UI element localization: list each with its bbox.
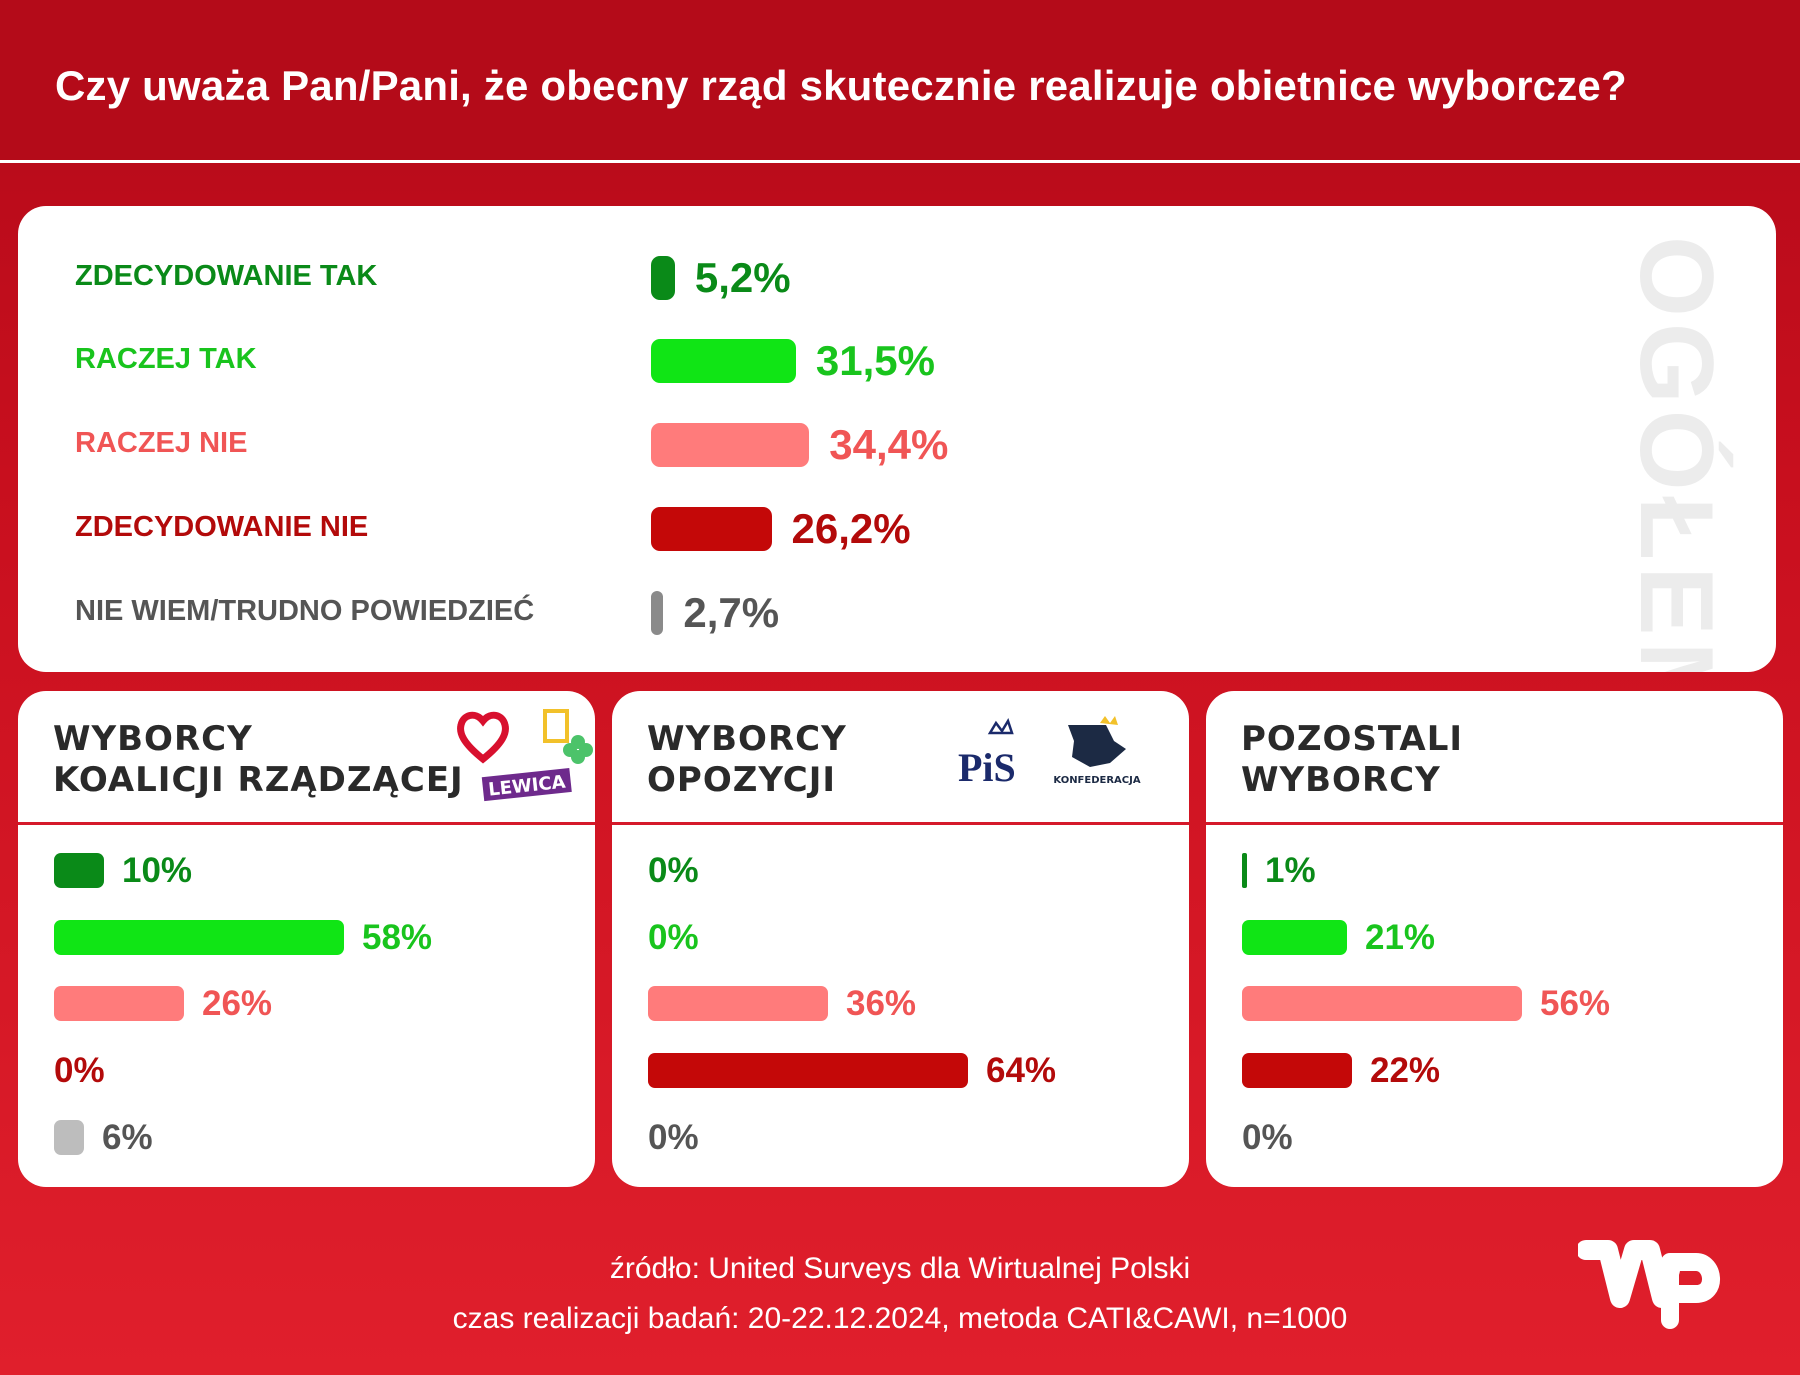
opposition-divider — [612, 822, 1189, 825]
coalition-party-logos: LEWICA — [457, 709, 593, 802]
overall-category-label: RACZEJ TAK — [75, 343, 257, 375]
coalition-title-line-1: WYBORCY — [53, 719, 253, 759]
panel-value-label: 22% — [1370, 1051, 1441, 1090]
panel-value-label: 64% — [986, 1051, 1057, 1090]
coalition-voters-panel: WYBORCY KOALICJI RZĄDZĄCEJ LEWICA 10% 58%… — [18, 691, 595, 1187]
overall-bar-nie-wiem — [651, 591, 664, 635]
other-voters-panel: POZOSTALI WYBORCY 1% 21% 56% 22% 0% — [1206, 691, 1783, 1187]
panel-row-zdecydowanie-nie: 22% — [1206, 1049, 1783, 1090]
overall-category-label: NIE WIEM/TRUDNO POWIEDZIEĆ — [75, 595, 535, 627]
panel-value-label: 58% — [362, 918, 433, 957]
overall-bar-zdecydowanie-nie — [651, 507, 772, 551]
panel-bar-raczej-nie — [54, 986, 184, 1021]
opposition-party-logos: PiS KONFEDERACJA — [958, 716, 1141, 790]
opposition-title-line-2: OPOZYCJI — [647, 760, 837, 800]
page-title: Czy uważa Pan/Pani, że obecny rząd skute… — [55, 62, 1627, 109]
overall-category-label: ZDECYDOWANIE TAK — [75, 260, 378, 292]
other-title-line-1: POZOSTALI — [1241, 719, 1464, 759]
other-title-line-2: WYBORCY — [1241, 760, 1441, 800]
coalition-divider — [18, 822, 595, 825]
panel-row-zdecydowanie-tak: 1% — [1206, 849, 1783, 890]
panel-row-nie-wiem: 0% — [1206, 1116, 1783, 1157]
footer-details: czas realizacji badań: 20-22.12.2024, me… — [452, 1302, 1348, 1335]
heart-logo-icon — [457, 711, 509, 764]
overall-row-zdecydowanie-nie: ZDECYDOWANIE NIE 26,2% — [18, 497, 1418, 557]
panel-row-raczej-nie: 56% — [1206, 982, 1783, 1023]
panel-value-label: 10% — [122, 851, 193, 890]
other-divider — [1206, 822, 1783, 825]
panel-row-raczej-nie: 36% — [612, 982, 1189, 1023]
panel-value-label: 0% — [1242, 1118, 1293, 1157]
panel-value-label: 6% — [102, 1118, 153, 1157]
panel-row-raczej-tak: 58% — [18, 916, 595, 957]
overall-category-label: RACZEJ NIE — [75, 427, 248, 459]
header: Czy uważa Pan/Pani, że obecny rząd skute… — [0, 0, 1800, 163]
overall-value-label: 5,2% — [694, 254, 791, 301]
wp-logo-icon — [1578, 1240, 1720, 1329]
other-voters-title: POZOSTALI WYBORCY — [1241, 719, 1463, 801]
overall-bar-zdecydowanie-tak — [651, 256, 675, 300]
panel-bar-raczej-nie — [1242, 986, 1522, 1021]
pis-eagle-icon — [987, 718, 1014, 735]
overall-row-raczej-nie: RACZEJ NIE 34,4% — [18, 413, 1418, 473]
overall-value-label: 2,7% — [683, 589, 780, 636]
pis-logo-text: PiS — [958, 745, 1016, 790]
opposition-voters-title: WYBORCY OPOZYCJI — [647, 719, 847, 801]
panel-value-label: 56% — [1540, 984, 1611, 1023]
panel-row-zdecydowanie-nie: 0% — [18, 1049, 595, 1090]
panel-value-label: 36% — [846, 984, 917, 1023]
konfederacja-logo-text: KONFEDERACJA — [1053, 775, 1140, 786]
overall-bar-raczej-tak — [651, 339, 796, 383]
panel-bar-zdecydowanie-tak — [1242, 853, 1247, 888]
panel-row-zdecydowanie-nie: 64% — [612, 1049, 1189, 1090]
panel-row-nie-wiem: 0% — [612, 1116, 1189, 1157]
panel-bar-nie-wiem — [54, 1120, 84, 1155]
panel-row-raczej-tak: 0% — [612, 916, 1189, 957]
overall-row-zdecydowanie-tak: ZDECYDOWANIE TAK 5,2% — [18, 246, 1418, 306]
panel-value-label: 0% — [648, 918, 699, 957]
panel-bar-raczej-nie — [648, 986, 828, 1021]
panel-value-label: 0% — [54, 1051, 105, 1090]
panel-row-zdecydowanie-tak: 10% — [18, 849, 595, 890]
panel-value-label: 1% — [1265, 851, 1316, 890]
overall-category-label: ZDECYDOWANIE NIE — [75, 511, 369, 543]
opposition-title-line-1: WYBORCY — [647, 719, 847, 759]
panel-bar-zdecydowanie-nie — [1242, 1053, 1352, 1088]
2050-logo-icon — [543, 709, 569, 743]
panel-row-zdecydowanie-tak: 0% — [612, 849, 1189, 890]
lewica-logo-bg — [481, 768, 572, 802]
coalition-voters-title: WYBORCY KOALICJI RZĄDZĄCEJ — [53, 719, 464, 801]
panel-value-label: 26% — [202, 984, 273, 1023]
overall-value-label: 26,2% — [791, 505, 911, 552]
coalition-title-line-2: KOALICJI RZĄDZĄCEJ — [53, 760, 464, 800]
panel-bar-raczej-tak — [54, 920, 344, 955]
footer-source: źródło: United Surveys dla Wirtualnej Po… — [609, 1252, 1191, 1285]
panel-value-label: 0% — [648, 1118, 699, 1157]
panel-row-raczej-tak: 21% — [1206, 916, 1783, 957]
panel-value-label: 0% — [648, 851, 699, 890]
overall-side-label: OGÓŁEM — [1618, 236, 1734, 672]
panel-row-raczej-nie: 26% — [18, 982, 595, 1023]
panel-value-label: 21% — [1365, 918, 1436, 957]
panel-bar-raczej-tak — [1242, 920, 1347, 955]
panel-row-nie-wiem: 6% — [18, 1116, 595, 1157]
overall-row-raczej-tak: RACZEJ TAK 31,5% — [18, 329, 1418, 389]
overall-bar-raczej-nie — [651, 423, 810, 467]
opposition-voters-panel: WYBORCY OPOZYCJI PiS KONFEDERACJA 0% 0% 36… — [612, 691, 1189, 1187]
overall-value-label: 34,4% — [829, 421, 949, 468]
overall-row-nie-wiem: NIE WIEM/TRUDNO POWIEDZIEĆ 2,7% — [18, 581, 1418, 641]
overall-chart-panel: OGÓŁEM ZDECYDOWANIE TAK 5,2% RACZEJ TAK 31,… — [18, 206, 1776, 672]
panel-bar-zdecydowanie-tak — [54, 853, 104, 888]
overall-value-label: 31,5% — [815, 337, 935, 384]
konfederacja-eagle-icon — [1068, 725, 1126, 767]
panel-bar-zdecydowanie-nie — [648, 1053, 968, 1088]
